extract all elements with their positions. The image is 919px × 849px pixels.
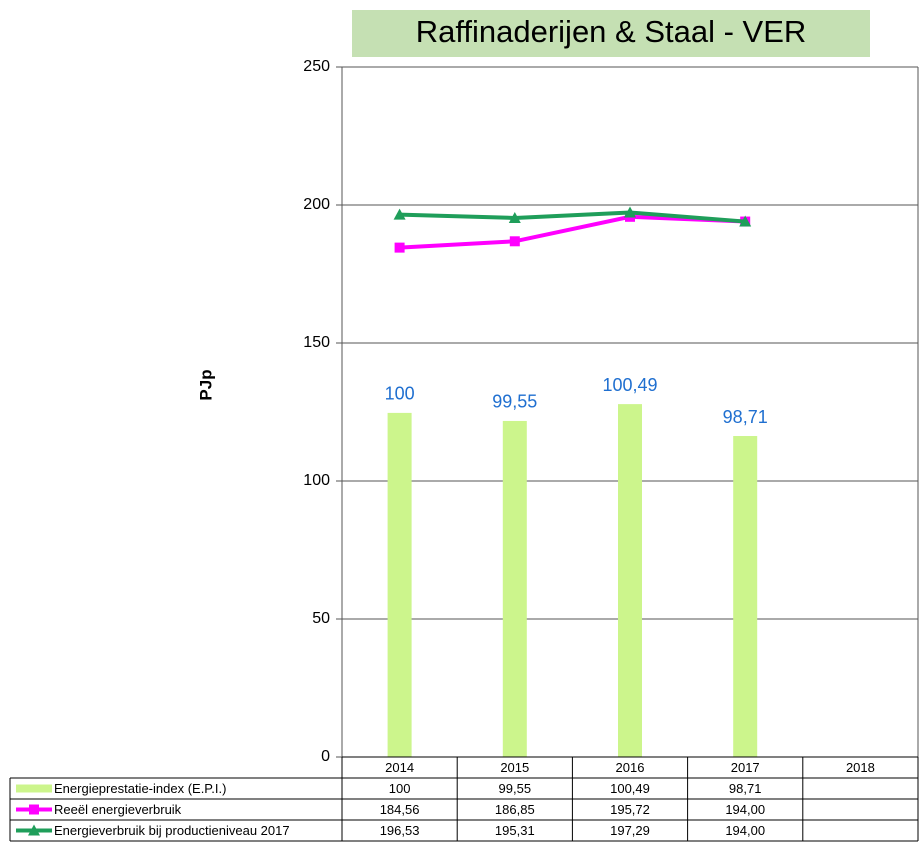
line-marker xyxy=(393,208,406,220)
y-tick-label: 100 xyxy=(303,472,330,489)
legend-label: Energieprestatie-index (E.P.I.) xyxy=(54,781,226,796)
table-cell: 184,56 xyxy=(380,802,420,817)
data-label: 98,71 xyxy=(723,407,768,427)
line-marker xyxy=(509,236,520,247)
line xyxy=(399,214,746,250)
line-marker xyxy=(508,211,521,223)
x-tick-label: 2016 xyxy=(616,760,645,775)
table-cell: 99,55 xyxy=(499,781,532,796)
y-tick-label: 250 xyxy=(303,58,330,75)
y-tick-label: 200 xyxy=(303,196,330,213)
table-cell: 100 xyxy=(389,781,411,796)
legend-label: Reeël energieverbruik xyxy=(54,802,182,817)
y-tick-label: 0 xyxy=(321,748,330,765)
data-label: 99,55 xyxy=(492,392,537,412)
title-box xyxy=(352,10,870,57)
table-cell: 186,85 xyxy=(495,802,535,817)
table-cell: 197,29 xyxy=(610,823,650,838)
line xyxy=(399,210,746,224)
table-cell: 195,72 xyxy=(610,802,650,817)
bar xyxy=(618,404,642,757)
data-label: 100,49 xyxy=(602,375,657,395)
chart-title: Raffinaderijen & Staal - VER xyxy=(416,14,807,49)
x-tick-label: 2018 xyxy=(846,760,875,775)
table-cell: 100,49 xyxy=(610,781,650,796)
y-axis-label: PJp xyxy=(196,369,215,400)
y-tick-label: 150 xyxy=(303,334,330,351)
table-cell: 196,53 xyxy=(380,823,420,838)
table-cell: 194,00 xyxy=(725,823,765,838)
bar xyxy=(502,420,527,757)
bar xyxy=(387,412,412,757)
table-cell: 194,00 xyxy=(725,802,765,817)
x-tick-label: 2014 xyxy=(385,760,414,775)
bar xyxy=(733,436,758,757)
legend-marker xyxy=(29,804,39,815)
line-marker xyxy=(624,206,636,218)
line-marker xyxy=(739,215,752,227)
table-cell: 195,31 xyxy=(495,823,535,838)
table-cell: 98,71 xyxy=(729,781,762,796)
line-marker xyxy=(394,242,405,253)
legend-label: Energieverbruik bij productieniveau 2017 xyxy=(54,823,290,838)
legend-marker xyxy=(28,824,40,836)
data-label: 100 xyxy=(385,384,415,404)
y-tick-label: 50 xyxy=(312,610,330,627)
legend-key xyxy=(16,784,52,793)
x-tick-label: 2017 xyxy=(731,760,760,775)
x-tick-label: 2015 xyxy=(500,760,529,775)
